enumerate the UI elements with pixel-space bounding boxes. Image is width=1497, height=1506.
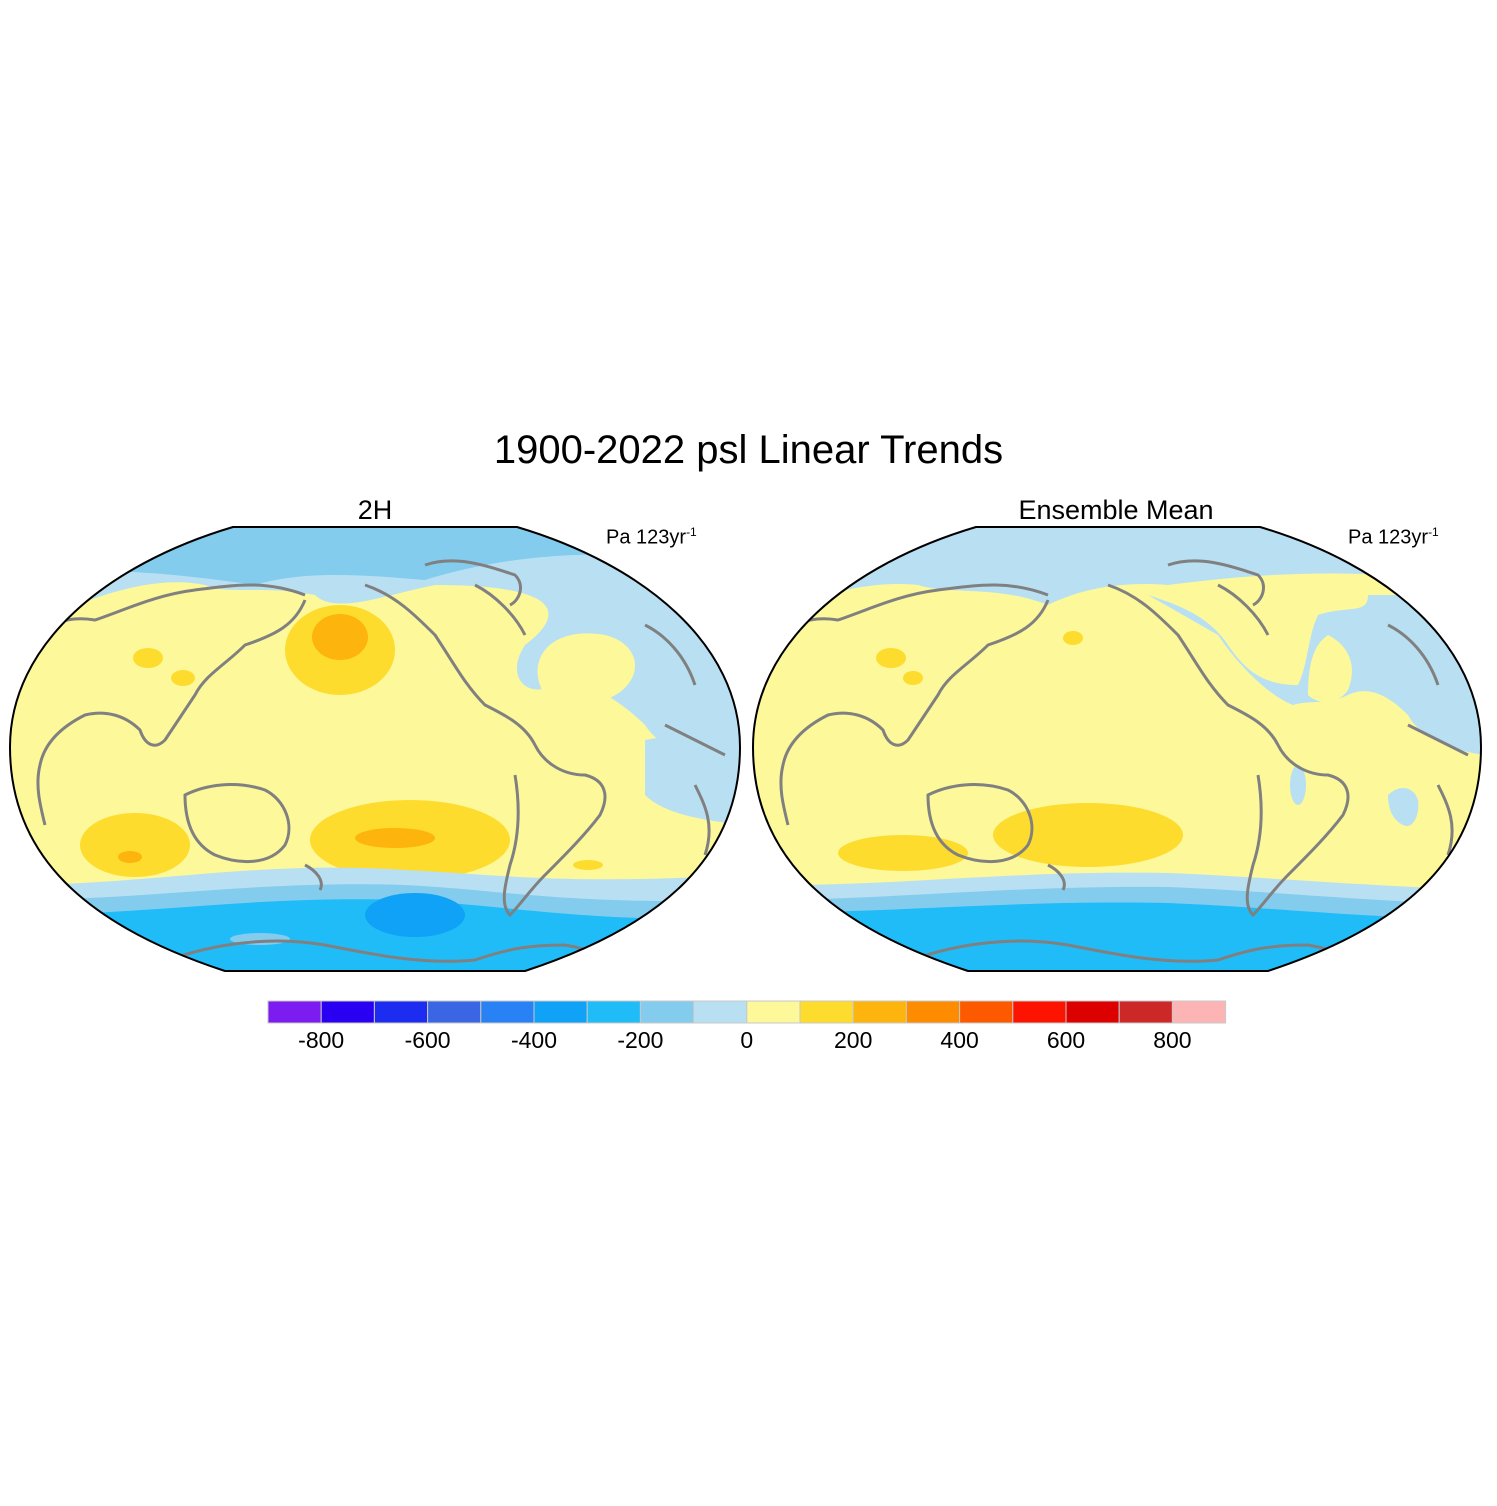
units-label: Pa 123yr-1 [606, 525, 697, 549]
colorbar-box [1171, 1000, 1227, 1024]
colorbar-box [586, 1000, 641, 1024]
colorbar-box [639, 1000, 695, 1024]
map-border [8, 526, 741, 972]
colorbar-box [1065, 1000, 1120, 1024]
colorbar-box [533, 1000, 588, 1024]
colorbar-box [267, 1000, 322, 1024]
colorbar-box [427, 1000, 482, 1024]
colorbar-tick-label: -400 [511, 1027, 557, 1053]
neg-region-north [753, 527, 1481, 645]
panel-title: Ensemble Mean [1018, 495, 1214, 525]
colorbar-box [905, 1000, 961, 1024]
pos-region-spacific [993, 803, 1183, 867]
colorbar-tick-label: -800 [298, 1027, 344, 1053]
robinson-map [751, 526, 1483, 972]
colorbar-box [799, 1000, 854, 1024]
colorbar-tick-label: 800 [1153, 1027, 1191, 1053]
colorbar-tick-label: -200 [617, 1027, 663, 1053]
map-panel-ensemble-mean: Ensemble Mean Pa 123yr-1 [748, 495, 1488, 985]
map-panel-2h: 2H Pa 123yr-1 [5, 495, 745, 985]
main-title: 1900-2022 psl Linear Trends [493, 428, 1004, 472]
units-label: Pa 123yr-1 [1348, 525, 1439, 549]
colorbar-tick-label: 400 [940, 1027, 978, 1053]
colorbar-tick-label: -600 [405, 1027, 451, 1053]
colorbar: -800 -600 -400 -200 0 200 400 600 800 [267, 1000, 1227, 1053]
neg-region-north [10, 527, 740, 775]
colorbar-box [959, 1000, 1014, 1024]
robinson-map [8, 526, 741, 972]
colorbar-box [1118, 1000, 1173, 1024]
colorbar-box [693, 1000, 748, 1024]
colorbar-box [480, 1000, 535, 1024]
colorbar-tick-label: 200 [834, 1027, 872, 1053]
panel-title: 2H [357, 495, 393, 525]
colorbar-box [373, 1000, 429, 1024]
colorbar-tick-label: 600 [1047, 1027, 1085, 1053]
colorbar-box [1012, 1000, 1067, 1024]
neg-region-arctic [10, 527, 740, 585]
colorbar-box [320, 1000, 375, 1024]
colorbar-labels: -800 -600 -400 -200 0 200 400 600 800 [298, 1027, 1191, 1053]
colorbar-box [852, 1000, 907, 1024]
colorbar-boxes [267, 1000, 1227, 1024]
colorbar-tick-label: 0 [740, 1027, 753, 1053]
coastlines [23, 559, 726, 971]
map-border [751, 526, 1483, 972]
colorbar-box [746, 1000, 801, 1024]
